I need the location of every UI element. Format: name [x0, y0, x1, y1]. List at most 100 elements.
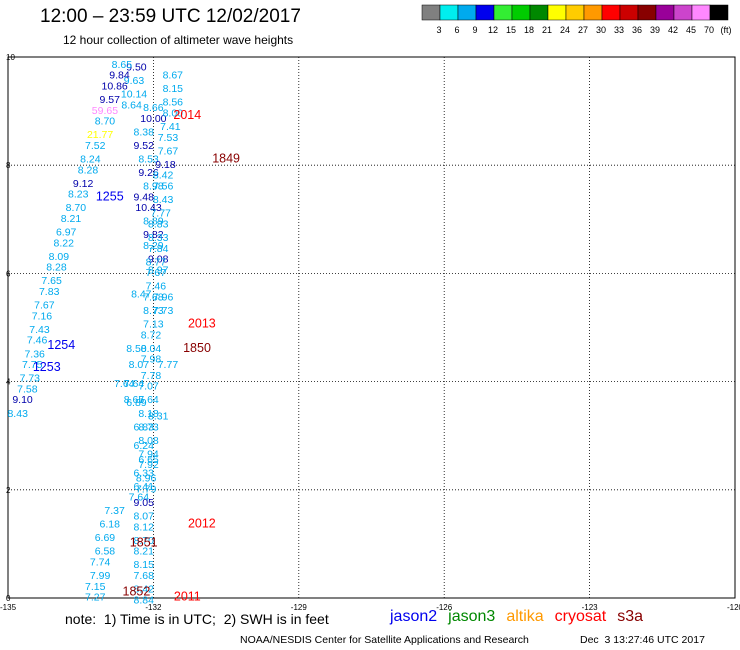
wave-height-value: 10.43 [135, 202, 161, 214]
wave-height-value: 8.66 [143, 102, 164, 114]
scale-label: 70 [704, 25, 714, 35]
wave-height-value: 8.09 [49, 251, 70, 263]
scale-label: 30 [596, 25, 606, 35]
wave-height-value: 7.98 [141, 354, 162, 366]
wave-height-value: 8.38 [133, 126, 154, 138]
wave-height-value: 8.33 [148, 232, 169, 244]
wave-height-value: 8.73 [143, 305, 164, 317]
wave-height-plot: -135 -132 -129 -126 -123 -120 0 2 4 6 8 10 8.6610.00… [0, 53, 740, 610]
y-tick-label: 2 [6, 486, 11, 495]
wave-height-value: 8.28 [46, 262, 67, 274]
wave-height-value: 7.74 [90, 557, 111, 569]
wave-height-value: 7.94 [138, 448, 159, 460]
wave-height-value: 6.58 [95, 546, 116, 558]
wave-height-value: 8.15 [163, 83, 184, 95]
wave-height-value: 7.83 [39, 286, 60, 298]
wave-height-value: 8.96 [136, 473, 157, 485]
wave-height-value: 8.28 [78, 164, 99, 176]
wave-height-value: 7.92 [138, 459, 159, 471]
wave-height-value: 8.07 [129, 359, 150, 371]
chart-title: 12:00 – 23:59 UTC 12/02/2017 [40, 6, 301, 27]
wave-height-value: 8.47 [131, 289, 152, 301]
wave-height-value: 9.82 [143, 229, 164, 241]
wave-height-value: 10.00 [140, 113, 166, 125]
wave-height-value: 7.15 [85, 581, 106, 593]
wave-height-value: 8.15 [133, 559, 154, 571]
x-tick-label: -126 [436, 603, 453, 610]
wave-height-value: 7.73 [20, 373, 41, 385]
wave-height-value: 9.63 [124, 75, 145, 87]
wave-height-value: 9.08 [148, 254, 169, 266]
track-time-label: 1255 [96, 189, 124, 203]
scale-label: 42 [668, 25, 678, 35]
wave-height-value: 10.14 [121, 89, 147, 101]
x-tick-label: -129 [291, 603, 308, 610]
wave-height-value: 8.70 [95, 116, 116, 128]
wave-height-value: 8.98 [143, 181, 164, 193]
wave-height-value: 7.13 [143, 319, 164, 331]
scale-label: 9 [472, 25, 477, 35]
wave-height-value: 6.18 [100, 519, 121, 531]
scale-label: 21 [542, 25, 552, 35]
wave-height-value: 8.70 [133, 535, 154, 547]
scale-unit: (ft) [721, 25, 732, 35]
wave-height-value: 7.52 [85, 140, 106, 152]
wave-height-value: 8.89 [143, 216, 164, 228]
scale-label: 39 [650, 25, 660, 35]
wave-height-value: 8.50 [126, 343, 147, 355]
wave-height-value: 9.84 [109, 70, 130, 82]
y-tick-label: 10 [6, 53, 15, 62]
wave-height-value: 7.77 [150, 208, 171, 220]
scale-label: 24 [560, 25, 570, 35]
wave-height-value: 7.27 [85, 592, 106, 604]
wave-height-value: 10.86 [101, 80, 127, 92]
wave-height-value: 6.83 [133, 421, 154, 433]
wave-height-value: 7.64 [138, 394, 159, 406]
wave-height-value: 8.12 [133, 521, 154, 533]
satellite-jason2: jason2 [390, 608, 438, 625]
wave-height-value: 7.99 [90, 570, 111, 582]
scale-label: 33 [614, 25, 624, 35]
wave-height-value: 8.31 [148, 410, 169, 422]
wave-height-value: 8.22 [54, 237, 75, 249]
satellite-altika: altika [506, 608, 544, 625]
wave-height-value: 8.72 [141, 329, 162, 341]
wave-height-value: 8.65 [112, 59, 133, 71]
wave-height-value: 7.68 [143, 291, 164, 303]
wave-height-value: 21.77 [87, 129, 113, 141]
wave-height-value: 8.21 [133, 546, 154, 558]
scale-label: 27 [578, 25, 588, 35]
wave-height-value: 7.07 [138, 381, 159, 393]
wave-height-value: 8.24 [80, 153, 101, 165]
track-time-label: 2013 [188, 317, 216, 331]
wave-height-value: 8.43 [153, 194, 174, 206]
wave-height-value: 6.33 [133, 467, 154, 479]
track-time-label: 2011 [174, 590, 201, 604]
wave-height-value: 6.97 [56, 227, 77, 239]
wave-height-value: 8.21 [61, 213, 82, 225]
wave-height-value: 9.10 [12, 394, 33, 406]
scale-swatch [709, 4, 729, 21]
wave-height-value: 9.05 [133, 497, 154, 509]
wave-height-value: 7.36 [24, 348, 45, 360]
wave-height-value: 8.84 [133, 594, 154, 606]
wave-height-value: 6.89 [126, 397, 147, 409]
satellite-cryosat: cryosat [554, 608, 607, 625]
scale-label: 3 [436, 25, 441, 35]
wave-height-value: 7.79 [136, 484, 157, 496]
wave-height-value: 7.37 [104, 505, 125, 517]
wave-height-value: 8.18 [138, 408, 159, 420]
plot-frame [7, 56, 736, 599]
wave-height-value: 8.08 [138, 435, 159, 447]
wave-height-value: 7.41 [160, 121, 181, 133]
x-tick-label: -123 [582, 603, 599, 610]
x-tick-label: -120 [727, 603, 740, 610]
color-scale-legend: 3 6 9 12 15 18 21 24 27 30 33 36 39 42 45 70 (ft) [421, 4, 732, 35]
wave-height-value: 8.42 [133, 584, 154, 596]
scale-label: 36 [632, 25, 642, 35]
wave-height-value: 7.53 [158, 132, 179, 144]
wave-height-value: 9.12 [73, 178, 94, 190]
wave-height-value: 8.73 [138, 421, 159, 433]
wave-height-value: 9.26 [138, 167, 159, 179]
wave-height-value: 7.68 [133, 570, 154, 582]
